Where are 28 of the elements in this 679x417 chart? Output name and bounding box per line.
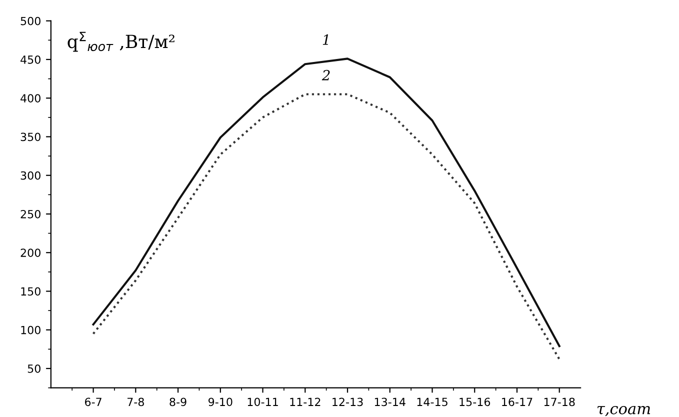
annotation: 2 [322,70,330,80]
x-tick-label: 13-14 [374,398,406,406]
x-tick-label: 16-17 [502,398,532,406]
x-axis-title: τ,соат [597,406,650,416]
y-tick-label: 150 [21,287,40,296]
y-tick-label: 200 [20,248,40,257]
x-tick-label: 6-7 [84,398,102,406]
y-tick-label: 500 [20,16,40,26]
y-tick-label: 250 [20,210,40,218]
y-tick-label: 350 [20,132,40,142]
x-tick-label: 17-18 [544,398,575,406]
y-tick-label: 400 [20,94,40,102]
x-tick-label: 7-8 [128,398,144,406]
x-tick-label: 9-10 [208,398,232,406]
x-tick-label: 14-15 [417,398,448,406]
x-tick-label: 15-16 [460,398,490,406]
annotation: 1 [322,34,328,45]
y-tick-label: 300 [20,171,40,180]
y-tick-label: 100 [21,326,40,334]
x-tick-label: 12-13 [332,398,363,406]
y-axis-title: q$^{Σ}$$_{юот}$ ,Вт/м² [68,32,174,52]
line-series [92,93,560,360]
x-tick-label: 10-11 [248,398,278,406]
y-tick-label: 450 [20,55,40,64]
y-tick-label: 50 [28,364,40,373]
x-tick-label: 11-12 [290,398,320,406]
line-series [92,58,560,348]
x-tick-label: 8-9 [170,398,186,406]
